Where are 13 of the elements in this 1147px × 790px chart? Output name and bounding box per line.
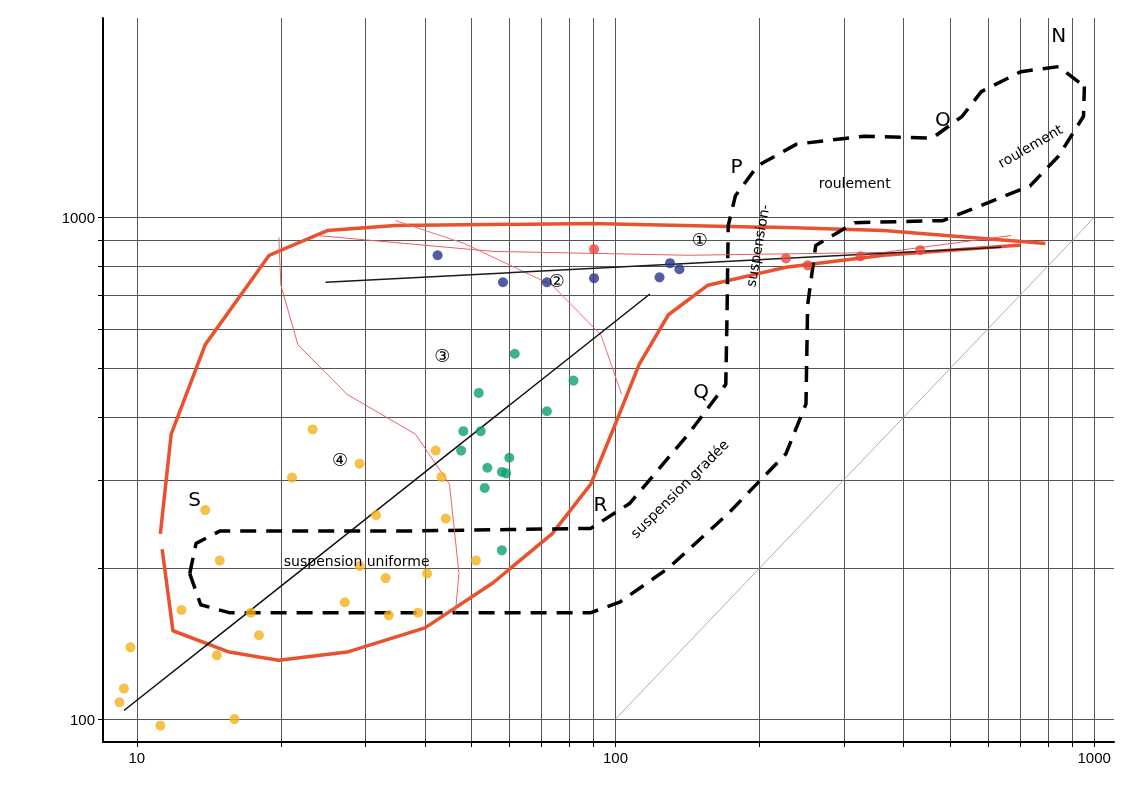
annotation: Q [693, 379, 710, 404]
annotation: O [935, 107, 951, 132]
annotation: ② [548, 269, 565, 291]
x-tick-label: 1000 [1077, 749, 1111, 766]
annotation: N [1051, 23, 1067, 48]
annotation: S [188, 486, 201, 511]
annotation: R [593, 491, 608, 516]
annotation: P [730, 153, 743, 178]
x-tick-label: 10 [128, 749, 146, 766]
annotation: ③ [434, 344, 451, 366]
annotation: suspension- [742, 202, 773, 288]
annotation: ④ [332, 449, 349, 471]
x-tick-label: 100 [602, 749, 628, 766]
